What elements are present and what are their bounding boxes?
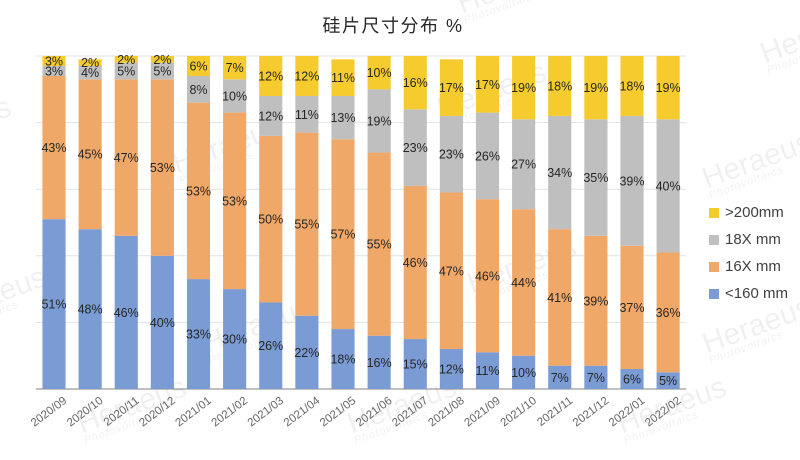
svg-text:2%: 2% [153, 53, 171, 67]
svg-text:2021/10: 2021/10 [499, 395, 539, 430]
svg-text:53%: 53% [150, 161, 175, 175]
svg-text:11%: 11% [331, 71, 355, 85]
svg-text:19%: 19% [583, 81, 608, 95]
svg-text:55%: 55% [294, 218, 319, 232]
svg-text:10%: 10% [511, 366, 536, 380]
svg-text:12%: 12% [294, 69, 319, 83]
svg-text:10%: 10% [222, 89, 247, 103]
svg-text:18%: 18% [330, 353, 355, 367]
svg-text:2021/08: 2021/08 [426, 395, 466, 430]
svg-text:2020/11: 2020/11 [102, 395, 142, 429]
svg-text:12%: 12% [258, 109, 283, 123]
svg-text:17%: 17% [475, 78, 500, 92]
svg-text:2022/01: 2022/01 [607, 395, 647, 430]
svg-text:2021/01: 2021/01 [173, 395, 213, 430]
svg-text:17%: 17% [439, 81, 464, 95]
svg-text:48%: 48% [78, 303, 103, 317]
svg-text:2020/10: 2020/10 [65, 395, 105, 430]
svg-text:16%: 16% [403, 76, 428, 90]
svg-text:18%: 18% [547, 79, 572, 93]
svg-text:45%: 45% [78, 148, 103, 162]
svg-text:30%: 30% [222, 333, 247, 347]
svg-text:40%: 40% [656, 179, 681, 193]
svg-text:7%: 7% [551, 371, 569, 385]
svg-text:46%: 46% [475, 269, 500, 283]
svg-text:19%: 19% [511, 81, 536, 95]
svg-text:2%: 2% [117, 53, 135, 67]
svg-text:2021/06: 2021/06 [354, 395, 394, 430]
svg-text:2021/09: 2021/09 [462, 395, 502, 430]
svg-text:12%: 12% [258, 69, 283, 83]
svg-text:5%: 5% [659, 374, 677, 388]
svg-text:47%: 47% [439, 264, 464, 278]
svg-text:36%: 36% [656, 306, 681, 320]
svg-text:2%: 2% [81, 56, 99, 70]
svg-text:8%: 8% [189, 83, 207, 97]
svg-text:19%: 19% [367, 114, 392, 128]
svg-text:11%: 11% [295, 108, 319, 122]
svg-text:13%: 13% [330, 111, 355, 125]
svg-text:33%: 33% [186, 328, 211, 342]
svg-text:15%: 15% [403, 358, 428, 372]
svg-text:2020/09: 2020/09 [29, 395, 69, 430]
svg-text:37%: 37% [619, 301, 644, 315]
svg-text:44%: 44% [511, 276, 536, 290]
svg-text:3%: 3% [45, 54, 63, 68]
svg-text:34%: 34% [547, 166, 572, 180]
svg-text:12%: 12% [439, 363, 464, 377]
svg-text:46%: 46% [403, 256, 428, 270]
svg-text:6%: 6% [189, 59, 207, 73]
svg-text:7%: 7% [587, 371, 605, 385]
svg-text:2021/04: 2021/04 [282, 394, 323, 429]
svg-text:16%: 16% [367, 356, 392, 370]
svg-text:26%: 26% [258, 339, 283, 353]
svg-text:2021/11: 2021/11 [535, 395, 575, 429]
svg-text:27%: 27% [511, 158, 536, 172]
svg-text:53%: 53% [186, 184, 211, 198]
svg-text:23%: 23% [403, 141, 428, 155]
svg-text:26%: 26% [475, 149, 500, 163]
svg-text:57%: 57% [330, 228, 355, 242]
svg-text:2021/02: 2021/02 [210, 395, 250, 430]
svg-text:50%: 50% [258, 213, 283, 227]
svg-text:23%: 23% [439, 148, 464, 162]
svg-text:40%: 40% [150, 316, 175, 330]
svg-text:43%: 43% [41, 141, 66, 155]
svg-text:46%: 46% [114, 306, 139, 320]
svg-text:11%: 11% [475, 364, 499, 378]
svg-text:10%: 10% [367, 66, 392, 80]
svg-text:19%: 19% [656, 81, 681, 95]
svg-text:18%: 18% [619, 79, 644, 93]
svg-text:41%: 41% [547, 291, 572, 305]
svg-text:39%: 39% [583, 294, 608, 308]
svg-text:2021/05: 2021/05 [318, 395, 358, 430]
svg-text:7%: 7% [226, 61, 244, 75]
svg-text:2021/12: 2021/12 [571, 395, 611, 430]
svg-text:6%: 6% [623, 373, 641, 387]
svg-text:2021/07: 2021/07 [390, 395, 430, 430]
svg-text:2020/12: 2020/12 [137, 395, 177, 430]
svg-text:35%: 35% [583, 171, 608, 185]
svg-text:53%: 53% [222, 194, 247, 208]
svg-text:47%: 47% [114, 151, 139, 165]
svg-text:51%: 51% [41, 298, 66, 312]
svg-text:39%: 39% [619, 174, 644, 188]
svg-text:2021/03: 2021/03 [246, 395, 286, 430]
svg-text:55%: 55% [367, 238, 392, 252]
svg-text:22%: 22% [294, 346, 319, 360]
svg-text:2022/02: 2022/02 [643, 395, 683, 430]
